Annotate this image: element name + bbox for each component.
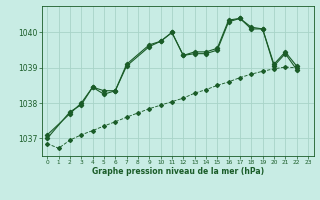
X-axis label: Graphe pression niveau de la mer (hPa): Graphe pression niveau de la mer (hPa): [92, 167, 264, 176]
